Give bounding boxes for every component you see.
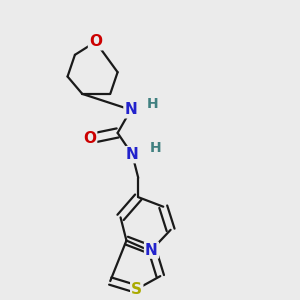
Text: H: H xyxy=(150,141,162,155)
Text: N: N xyxy=(145,243,158,258)
Text: N: N xyxy=(124,102,137,117)
Text: S: S xyxy=(131,282,142,297)
Text: H: H xyxy=(147,97,159,111)
Text: O: O xyxy=(83,131,96,146)
Text: N: N xyxy=(126,147,139,162)
Text: O: O xyxy=(89,34,102,49)
